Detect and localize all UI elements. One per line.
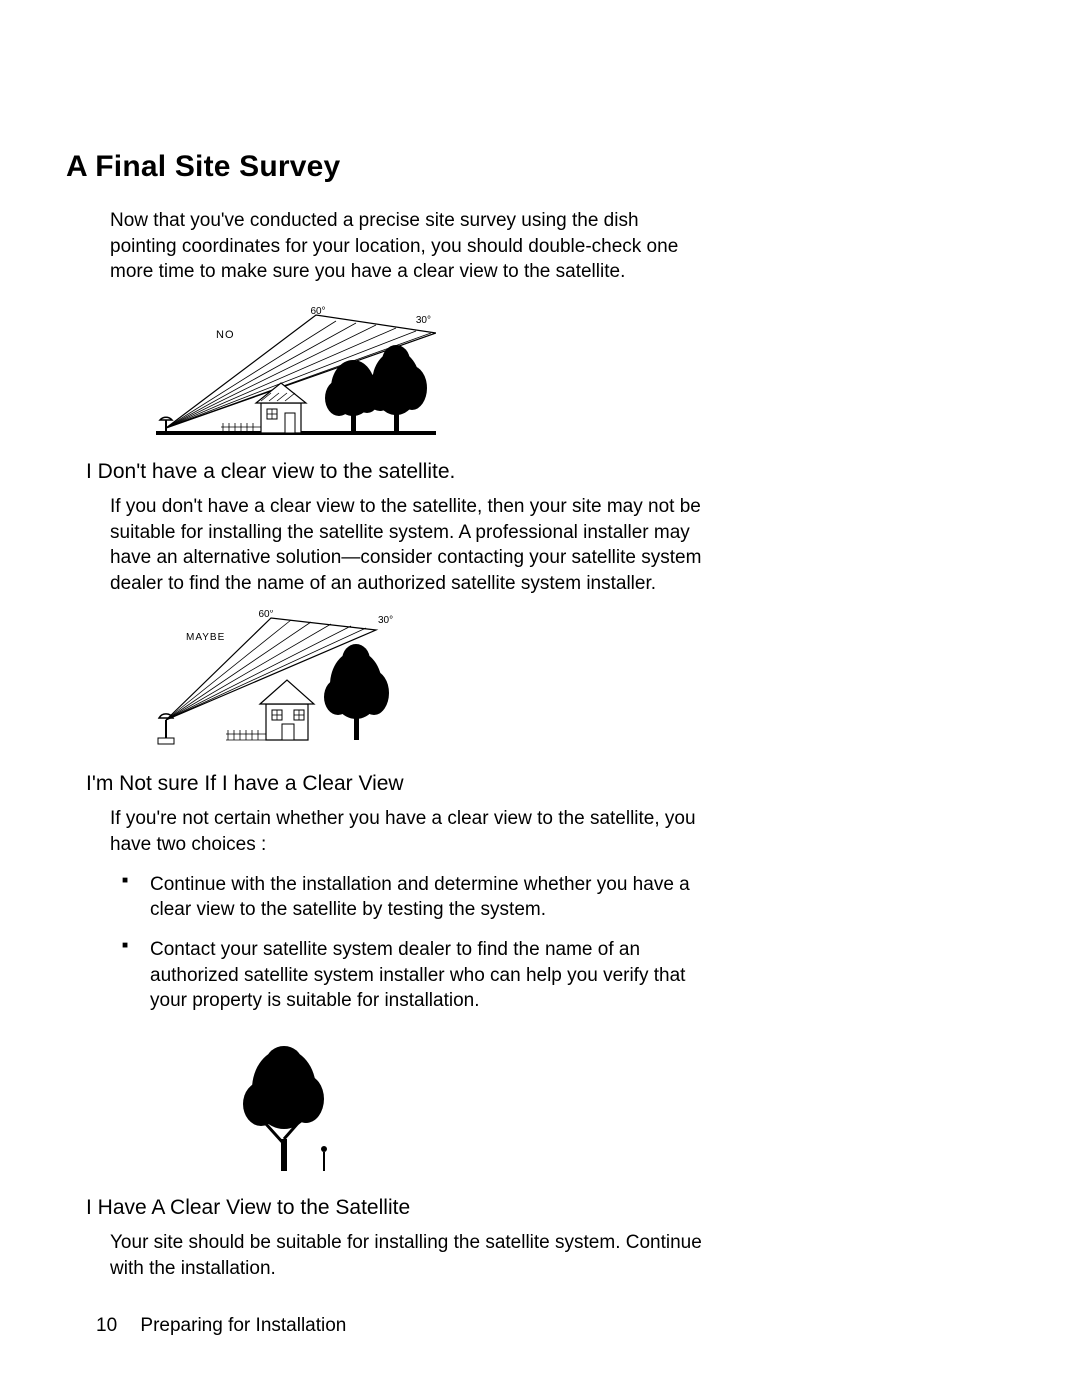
figure-label: NO: [216, 329, 235, 341]
section-name: Preparing for Installation: [140, 1315, 346, 1336]
page-number: 10: [96, 1315, 117, 1336]
figure-no-view: 60° 30° NO: [156, 303, 984, 438]
site-diagram-no-icon: 60° 30° NO: [156, 303, 436, 438]
section-heading-clear-view: I Have A Clear View to the Satellite: [86, 1196, 984, 1220]
section-body-no-view: If you don't have a clear view to the sa…: [110, 494, 720, 597]
list-item: Contact your satellite system dealer to …: [122, 937, 712, 1014]
angle-30-label: 30°: [378, 615, 393, 626]
not-sure-bullet-list: Continue with the installation and deter…: [122, 872, 712, 1014]
tree-icon: [236, 1044, 346, 1174]
figure-label: MAYBE: [186, 632, 225, 643]
section-body-not-sure: If you're not certain whether you have a…: [110, 806, 720, 857]
page-footer: 10 Preparing for Installation: [96, 1315, 346, 1337]
figure-maybe-view: 60° 30° MAYBE: [156, 610, 984, 750]
angle-30-label: 30°: [416, 315, 431, 326]
section-heading-no-view: I Don't have a clear view to the satelli…: [86, 460, 984, 484]
figure-clear-view: [236, 1044, 984, 1174]
document-page: A Final Site Survey Now that you've cond…: [0, 0, 1080, 1397]
page-title: A Final Site Survey: [66, 150, 984, 184]
intro-paragraph: Now that you've conducted a precise site…: [110, 208, 710, 285]
angle-60-label: 60°: [258, 610, 273, 620]
site-diagram-maybe-icon: 60° 30° MAYBE: [156, 610, 416, 750]
section-body-clear-view: Your site should be suitable for install…: [110, 1230, 720, 1281]
angle-60-label: 60°: [310, 306, 325, 317]
list-item: Continue with the installation and deter…: [122, 872, 712, 923]
section-heading-not-sure: I'm Not sure If I have a Clear View: [86, 772, 984, 796]
